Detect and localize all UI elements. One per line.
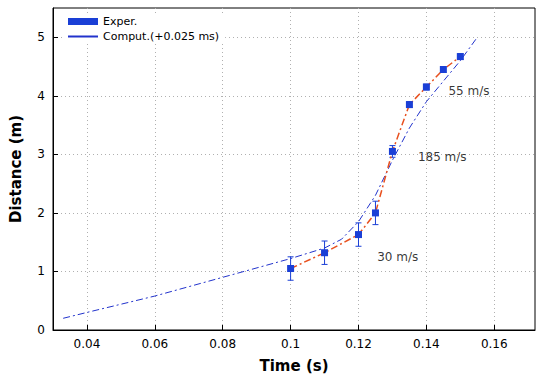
svg-text:1: 1 (37, 264, 45, 278)
svg-text:0: 0 (37, 323, 45, 337)
svg-text:5: 5 (37, 30, 45, 44)
svg-text:Exper.: Exper. (103, 15, 137, 28)
svg-text:4: 4 (37, 89, 45, 103)
svg-text:55 m/s: 55 m/s (448, 84, 489, 98)
svg-text:0.16: 0.16 (481, 337, 508, 351)
svg-text:Comput.(+0.025 ms): Comput.(+0.025 ms) (103, 30, 219, 43)
svg-text:2: 2 (37, 206, 45, 220)
svg-text:0.08: 0.08 (209, 337, 236, 351)
svg-text:0.04: 0.04 (74, 337, 101, 351)
svg-text:Time (s): Time (s) (259, 357, 328, 375)
svg-text:0.14: 0.14 (413, 337, 440, 351)
svg-text:185 m/s: 185 m/s (418, 150, 467, 164)
svg-text:0.12: 0.12 (345, 337, 372, 351)
svg-text:Distance (m): Distance (m) (7, 115, 25, 223)
svg-text:30 m/s: 30 m/s (377, 250, 418, 264)
svg-text:3: 3 (37, 147, 45, 161)
svg-text:0.06: 0.06 (141, 337, 168, 351)
svg-text:0.1: 0.1 (281, 337, 300, 351)
